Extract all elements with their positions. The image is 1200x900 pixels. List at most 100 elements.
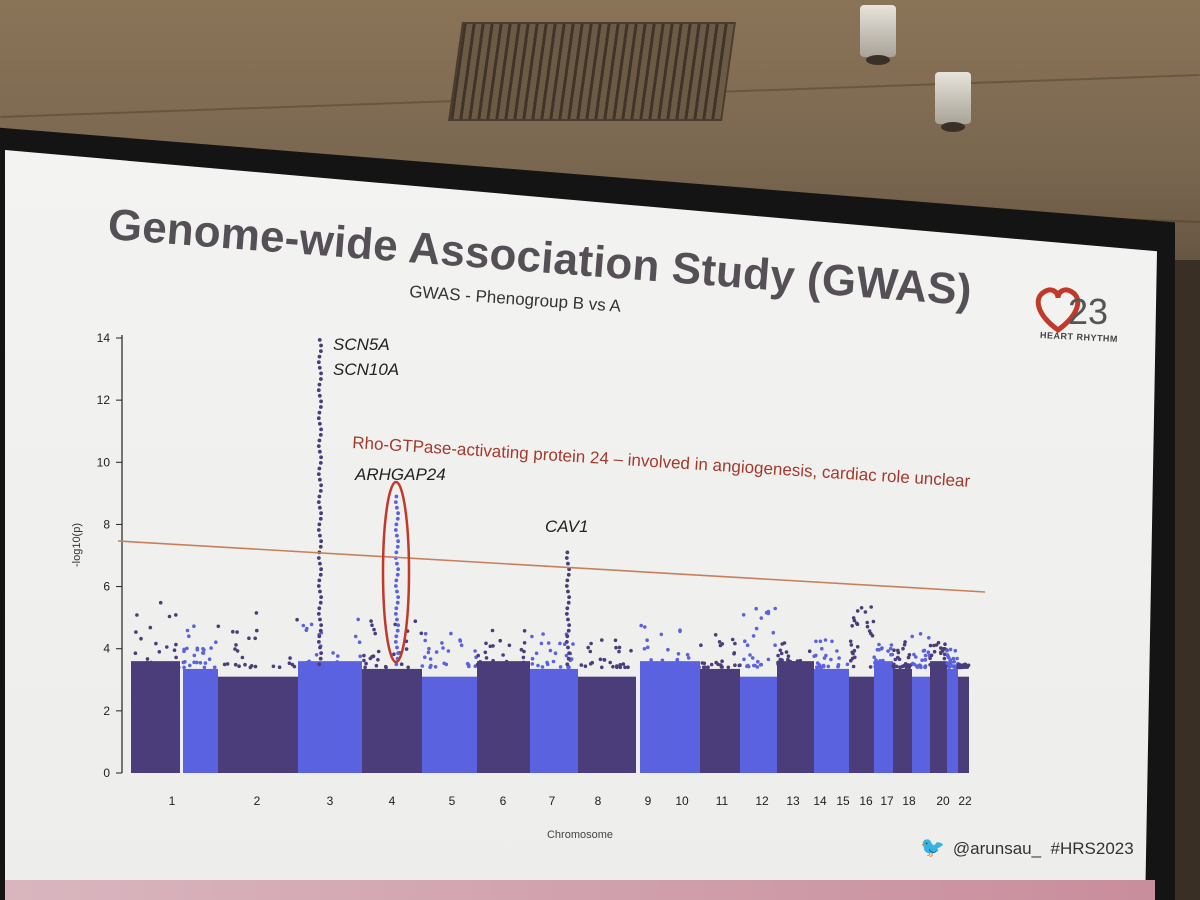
snp-point	[928, 643, 933, 648]
snp-point	[317, 662, 322, 667]
snp-point	[316, 360, 321, 365]
snp-point	[413, 619, 418, 623]
snp-point	[678, 628, 682, 632]
snp-point	[865, 624, 870, 629]
snp-point	[362, 653, 366, 658]
snp-point	[675, 657, 680, 662]
snp-point	[814, 653, 818, 658]
snp-point	[586, 645, 590, 650]
snp-point	[629, 648, 633, 653]
snp-point	[399, 662, 404, 666]
snp-point	[393, 584, 398, 588]
snp-point	[778, 659, 783, 664]
snp-point	[357, 640, 362, 644]
snp-point	[565, 662, 570, 667]
snp-point	[955, 656, 959, 661]
snp-point	[383, 664, 388, 669]
x-tick-label: 6	[500, 794, 507, 808]
snp-point	[316, 388, 321, 393]
snp-point	[754, 626, 759, 631]
snp-point	[429, 663, 433, 668]
snp-point	[566, 561, 570, 566]
snp-point	[564, 653, 569, 658]
snp-point	[277, 665, 282, 669]
snp-point	[491, 658, 495, 663]
chromosome-block	[422, 676, 477, 773]
snp-point	[865, 620, 869, 625]
snp-point	[830, 639, 834, 644]
x-tick-label: 16	[859, 794, 873, 808]
snp-point	[621, 662, 626, 666]
snp-point	[316, 416, 321, 421]
snp-point	[953, 648, 958, 653]
snp-point	[134, 665, 138, 669]
snp-point	[771, 630, 776, 635]
snp-point	[158, 600, 163, 605]
snp-point	[598, 657, 603, 662]
snp-point	[566, 645, 570, 650]
snp-point	[676, 652, 681, 656]
snp-point	[600, 638, 604, 642]
snp-point	[317, 393, 322, 398]
snp-point	[395, 617, 399, 622]
snp-point	[590, 660, 594, 665]
snp-point	[886, 649, 890, 653]
snp-point	[475, 662, 480, 667]
snp-point	[395, 600, 400, 605]
snp-point	[181, 660, 186, 665]
snp-point	[709, 662, 714, 667]
snp-point	[878, 660, 883, 664]
snp-point	[394, 505, 399, 510]
snp-point	[458, 639, 463, 643]
snp-point	[949, 660, 953, 665]
snp-point	[914, 655, 918, 659]
snp-point	[318, 461, 323, 465]
snp-point	[288, 656, 292, 660]
snp-point	[135, 613, 139, 617]
snp-point	[600, 665, 604, 670]
snp-point	[713, 633, 718, 637]
snp-point	[394, 662, 399, 667]
snp-point	[776, 662, 780, 666]
snp-point	[235, 649, 240, 653]
snp-point	[433, 665, 438, 669]
snp-point	[317, 494, 322, 499]
snp-point	[855, 622, 860, 626]
snp-point	[182, 665, 186, 670]
snp-point	[207, 657, 212, 661]
snp-point	[201, 647, 205, 651]
snp-point	[225, 662, 230, 666]
y-tick-label: 10	[97, 455, 111, 469]
snp-point	[870, 633, 875, 638]
snp-point	[192, 660, 196, 665]
snp-point	[525, 663, 530, 667]
snp-point	[953, 665, 957, 670]
snp-point	[659, 632, 664, 637]
snp-point	[726, 665, 731, 670]
snp-point	[350, 664, 355, 669]
snp-point	[318, 544, 323, 549]
snp-point	[182, 649, 186, 654]
snp-point	[287, 661, 292, 665]
snp-point	[642, 647, 647, 651]
chromosome-block	[700, 668, 740, 773]
snp-point	[318, 656, 323, 661]
x-tick-label: 20	[936, 794, 950, 808]
snp-point	[849, 658, 853, 663]
snp-point	[566, 617, 570, 622]
snp-point	[717, 640, 722, 644]
snp-point	[376, 649, 381, 654]
snp-point	[176, 665, 181, 670]
snp-point	[826, 664, 831, 669]
snp-point	[319, 567, 324, 572]
snp-point	[780, 665, 784, 669]
snp-point	[939, 646, 943, 650]
snp-point	[928, 656, 932, 660]
snp-point	[873, 664, 877, 669]
snp-point	[927, 636, 931, 640]
snp-point	[679, 664, 683, 669]
snp-point	[441, 646, 445, 650]
snp-point	[522, 641, 527, 645]
snp-point	[564, 612, 569, 616]
snp-point	[393, 622, 398, 627]
